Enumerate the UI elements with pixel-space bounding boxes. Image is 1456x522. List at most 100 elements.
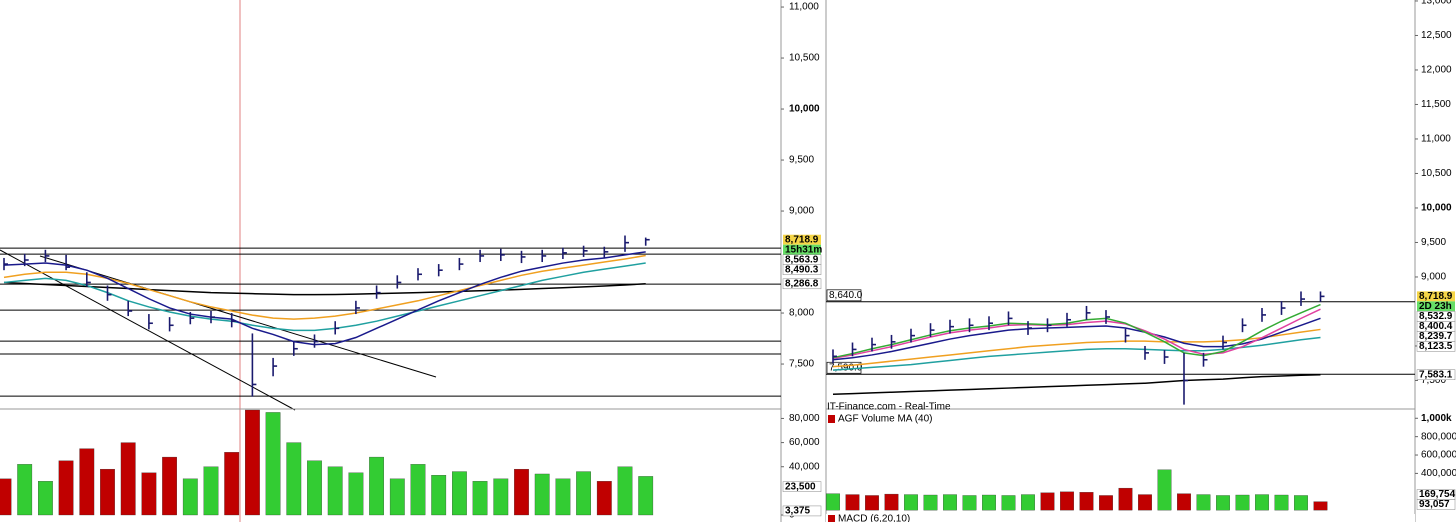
price-tag-label: 93,057 [1419, 499, 1450, 510]
volume-bar [1138, 494, 1152, 511]
panel: 11,000 10,500 10,000 9,500 9,000 8,000 7,500 8,… [0, 2, 822, 397]
y-tick-label: 9,500 [1421, 237, 1446, 248]
y-tick-label: 10,000 [789, 104, 820, 115]
price-tag [783, 234, 821, 245]
moving-average [832, 308, 1321, 360]
y-tick-label: 8,000 [789, 308, 814, 319]
y-tick-label: 13,000 [1421, 0, 1452, 7]
volume-bar [1157, 469, 1172, 511]
price-tag [783, 244, 821, 255]
volume-bar [1060, 491, 1074, 511]
price-tag-label: 7,583.1 [1419, 369, 1453, 380]
y-tick-label: 9,000 [789, 206, 814, 217]
price-tag [1417, 301, 1455, 312]
volume-bar [1294, 495, 1308, 511]
volume-bar [141, 472, 157, 516]
volume-bar [1177, 493, 1191, 511]
volume-bar [79, 448, 95, 516]
y-tick-label: 10,000 [1421, 203, 1452, 214]
volume-bar [389, 478, 405, 516]
macd-icon [828, 515, 835, 522]
price-tag [1416, 341, 1456, 352]
price-tag-label: 169,754 [1419, 489, 1456, 500]
macd-label: MACD (6,20,10) [838, 514, 910, 522]
volume-bar [617, 466, 633, 516]
volume-bar [0, 478, 12, 516]
volume-bar [1040, 492, 1055, 511]
price-tag-label: 23,500 [785, 481, 816, 492]
volume-bar [348, 472, 364, 516]
volume-bar [1196, 494, 1211, 511]
volume-bar [38, 481, 53, 516]
y-tick-label: 7,500 [789, 359, 814, 370]
volume-bar [514, 468, 529, 516]
volume-bar [982, 494, 996, 511]
y-tick-label: 10,500 [1421, 168, 1452, 179]
volume-bar [452, 471, 467, 516]
volume-bar [286, 442, 302, 516]
volume-bar [1274, 494, 1289, 511]
trend-line [39, 255, 437, 378]
y-tick-label: 9,000 [1421, 272, 1446, 283]
y-tick-label: 600,000 [1421, 450, 1456, 461]
y-tick-label: 40,000 [789, 461, 820, 472]
volume-bar [865, 495, 879, 511]
y-tick-label: 9,500 [789, 155, 814, 166]
y-tick-label: 400,000 [1421, 468, 1456, 479]
price-tag [1416, 369, 1456, 380]
price-tag-label: 8,400.4 [1419, 321, 1453, 332]
moving-average [832, 317, 1321, 361]
y-tick-label: 1,000k [1421, 413, 1452, 424]
volume-bar [596, 481, 612, 516]
volume-bar [1313, 501, 1328, 511]
level-label: 7,590.0 [829, 362, 863, 373]
moving-average [3, 281, 646, 296]
volume-bar [472, 481, 488, 516]
price-tag-label: 8,563.9 [785, 254, 819, 265]
moving-average [832, 373, 1321, 396]
volume-bar [1001, 495, 1016, 511]
volume-bar [1118, 487, 1133, 511]
y-tick-label: 11,000 [1421, 134, 1451, 145]
moving-average [832, 303, 1321, 359]
volume-bar [1235, 494, 1250, 511]
y-tick-label: 800,000 [1421, 431, 1456, 442]
trend-line [0, 249, 296, 411]
volume-bar [904, 494, 918, 511]
y-tick-label: 11,000 [789, 2, 819, 13]
price-tag-label: 2D 23h [1419, 301, 1452, 312]
volume-bar [307, 460, 322, 516]
volume-bar [162, 456, 177, 516]
price-tag [782, 264, 822, 275]
volume-bar [826, 493, 840, 511]
price-tag-label: 8,718.9 [785, 234, 819, 245]
price-tag-label: 8,239.7 [1419, 331, 1453, 342]
volume-bar [1021, 494, 1035, 511]
volume-bar [845, 494, 860, 511]
volume-bar [493, 478, 509, 516]
volume-bar [431, 475, 447, 516]
volume-bar [576, 471, 591, 516]
moving-average [3, 254, 646, 320]
volume-bar [962, 495, 977, 511]
volume-bar [884, 493, 899, 511]
price-tag-label: 8,532.9 [1419, 311, 1453, 322]
volume-bar [555, 478, 571, 516]
macd-strip [826, 514, 1415, 522]
volume-bar [245, 409, 260, 516]
price-tag [1416, 499, 1456, 510]
price-tag-label: 15h31m [785, 244, 822, 255]
panel: 1,000k 800,000 600,000 400,000 AGF Volume MA… [826, 413, 1456, 511]
volume-bar [182, 478, 198, 516]
volume-bar [1079, 492, 1094, 511]
price-tag [1417, 291, 1455, 302]
volume-bar [120, 442, 136, 516]
volume-bar [638, 476, 654, 516]
y-tick-label: 80,000 [789, 413, 820, 424]
price-tag [782, 481, 822, 492]
panel: 13,000 12,500 12,000 11,500 11,000 10,500 10,0… [826, 0, 1456, 413]
volume-bar [100, 468, 115, 516]
